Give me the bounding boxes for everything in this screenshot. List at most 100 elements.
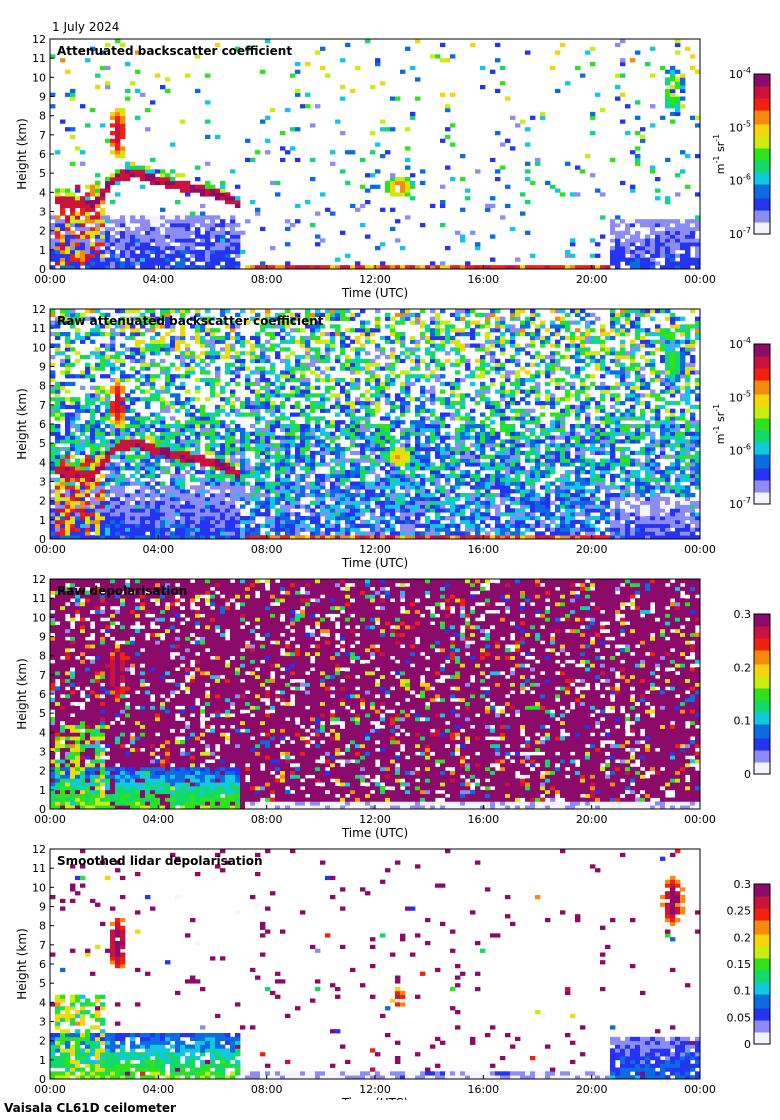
colorbar-swatch	[754, 654, 770, 657]
colorbar: 10-4 10-5 10-6 10-7 m-1 sr-1	[712, 66, 771, 241]
colorbar-swatch	[754, 894, 770, 897]
colorbar-swatch	[754, 448, 770, 451]
colorbar-swatch	[754, 232, 770, 235]
y-tick-label: 11	[32, 322, 46, 335]
y-axis-label: Height (km)	[15, 388, 29, 459]
x-tick-label: 00:00	[684, 1083, 716, 1096]
colorbar-swatch	[754, 1010, 770, 1013]
x-tick-label: 00:00	[34, 543, 66, 556]
colorbar-swatch	[754, 618, 770, 621]
y-tick-label: 3	[39, 746, 46, 759]
colorbar-swatch	[754, 742, 770, 745]
y-tick-label: 1	[39, 244, 46, 257]
colorbar-swatch	[754, 452, 770, 455]
x-tick-label: 20:00	[576, 813, 608, 826]
colorbar-swatch	[754, 996, 770, 999]
colorbar-swatch	[754, 714, 770, 717]
colorbar-swatch	[754, 404, 770, 407]
colorbar-swatch	[754, 976, 770, 979]
colorbar-swatch	[754, 724, 770, 727]
y-tick-label: 0	[39, 263, 46, 276]
y-tick-label: 9	[39, 361, 46, 374]
x-tick-label: 08:00	[251, 1083, 283, 1096]
colorbar-swatch	[754, 1030, 770, 1033]
colorbar-tick-label: 0.3	[734, 878, 752, 891]
colorbar-swatch	[754, 772, 770, 775]
colorbar-swatch	[754, 160, 770, 163]
colorbar-swatch	[754, 100, 770, 103]
colorbar-swatch	[754, 80, 770, 83]
colorbar-swatch	[754, 362, 770, 365]
colorbar-swatch	[754, 658, 770, 661]
colorbar-swatch	[754, 418, 770, 421]
y-tick-label: 3	[39, 206, 46, 219]
colorbar-swatch	[754, 420, 770, 423]
colorbar-swatch	[754, 630, 770, 633]
y-tick-label: 2	[39, 495, 46, 508]
colorbar-swatch	[754, 108, 770, 111]
colorbar-swatch	[754, 930, 770, 933]
colorbar-swatch	[754, 358, 770, 361]
colorbar-swatch	[754, 1034, 770, 1037]
colorbar-swatch	[754, 634, 770, 637]
colorbar-swatch	[754, 640, 770, 643]
colorbar-swatch	[754, 954, 770, 957]
y-tick-label: 1	[39, 784, 46, 797]
colorbar-swatch	[754, 952, 770, 955]
colorbar-swatch	[754, 164, 770, 167]
colorbar-swatch	[754, 226, 770, 229]
colorbar-swatch	[754, 376, 770, 379]
colorbar-swatch	[754, 738, 770, 741]
colorbar-swatch	[754, 386, 770, 389]
y-tick-label: 1	[39, 1054, 46, 1067]
y-tick-label: 11	[32, 592, 46, 605]
colorbar-swatch	[754, 706, 770, 709]
colorbar-swatch	[754, 174, 770, 177]
colorbar-swatch	[754, 138, 770, 141]
colorbar-swatch	[754, 446, 770, 449]
y-tick-label: 8	[39, 380, 46, 393]
y-tick-label: 2	[39, 765, 46, 778]
colorbar-swatch	[754, 942, 770, 945]
y-tick-label: 4	[39, 726, 46, 739]
colorbar-swatch	[754, 84, 770, 87]
x-tick-label: 00:00	[34, 1083, 66, 1096]
colorbar-swatch	[754, 628, 770, 631]
colorbar-tick-label: 0.15	[727, 958, 752, 971]
colorbar-swatch	[754, 700, 770, 703]
colorbar-swatch	[754, 454, 770, 457]
colorbar-tick-label: 10-7	[729, 496, 751, 511]
colorbar-tick-label: 0.05	[727, 1011, 752, 1024]
y-tick-label: 9	[39, 631, 46, 644]
colorbar: 0.3 0.2 0.1 0	[734, 608, 771, 781]
y-axis-label: Height (km)	[15, 658, 29, 729]
y-tick-label: 4	[39, 186, 46, 199]
x-tick-label: 16:00	[467, 273, 499, 286]
colorbar-swatch	[754, 86, 770, 89]
y-tick-label: 12	[32, 843, 46, 856]
colorbar-swatch	[754, 1036, 770, 1039]
heatmap-cells	[50, 579, 701, 810]
colorbar-swatch	[754, 466, 770, 469]
colorbar-swatch	[754, 652, 770, 655]
colorbar-swatch	[754, 390, 770, 393]
colorbar-swatch	[754, 946, 770, 949]
colorbar-swatch	[754, 1026, 770, 1029]
date-label: 1 July 2024	[52, 20, 120, 34]
colorbar-swatch	[754, 728, 770, 731]
y-tick-label: 5	[39, 437, 46, 450]
colorbar-swatch	[754, 690, 770, 693]
colorbar-swatch	[754, 400, 770, 403]
colorbar-swatch	[754, 144, 770, 147]
y-axis-label: Height (km)	[15, 928, 29, 999]
colorbar-swatch	[754, 384, 770, 387]
colorbar-swatch	[754, 648, 770, 651]
colorbar-swatch	[754, 912, 770, 915]
colorbar-swatch	[754, 626, 770, 629]
colorbar-swatch	[754, 490, 770, 493]
x-tick-label: 00:00	[34, 813, 66, 826]
colorbar-swatch	[754, 986, 770, 989]
colorbar-swatch	[754, 740, 770, 743]
colorbar-swatch	[754, 672, 770, 675]
